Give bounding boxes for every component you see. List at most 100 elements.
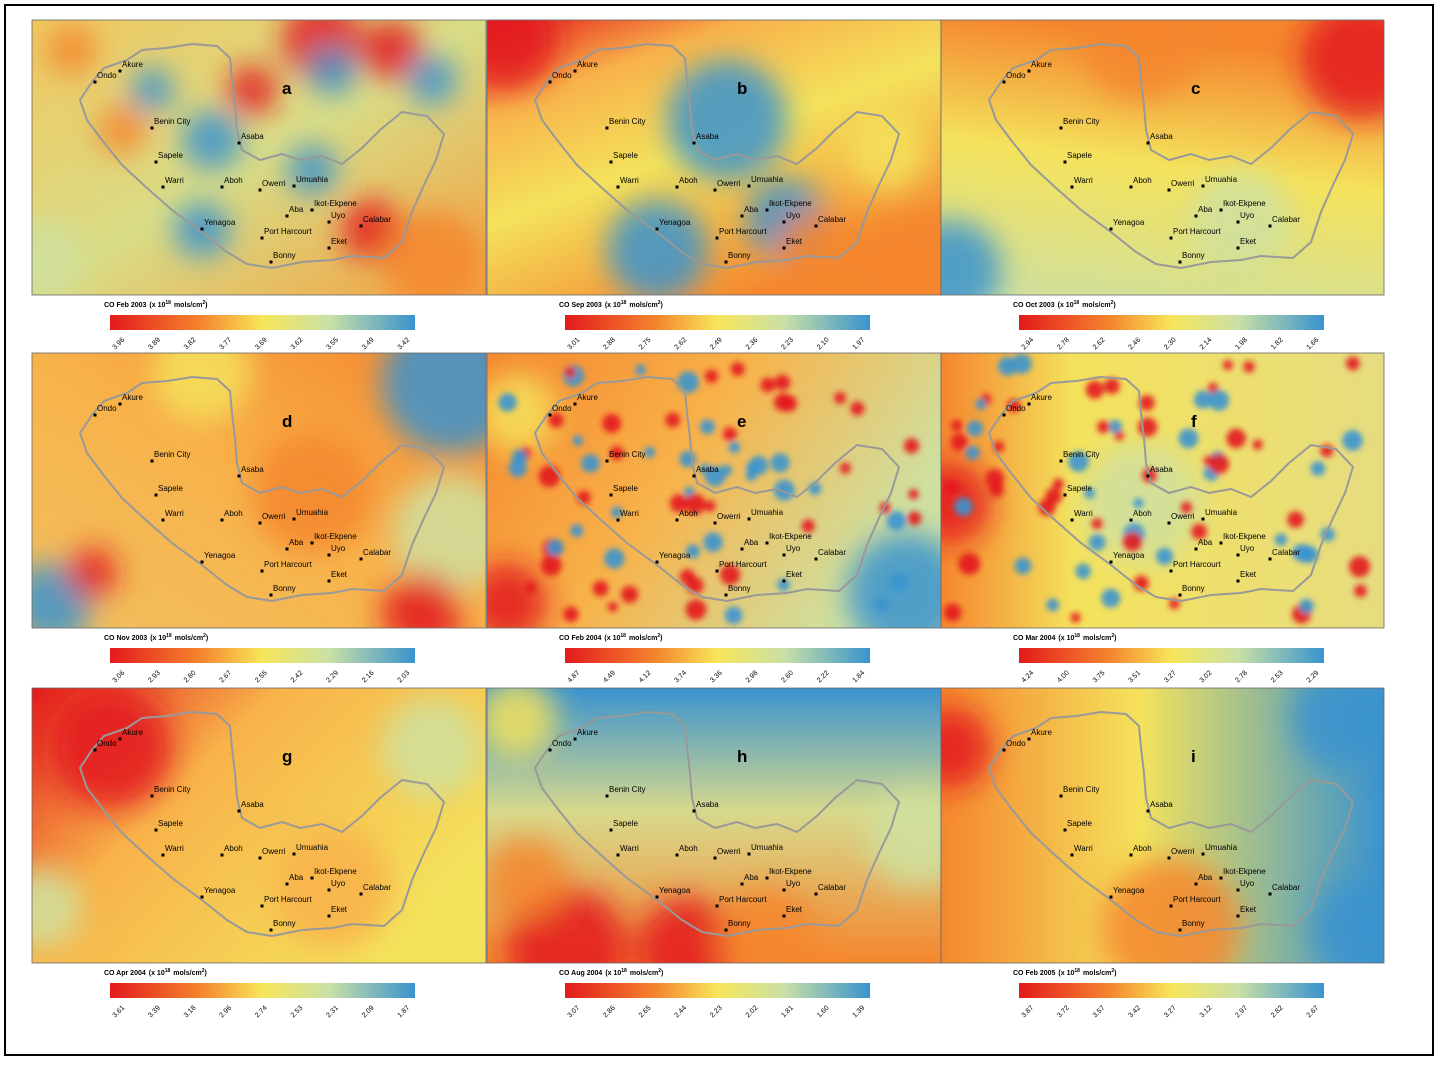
spot: [1046, 598, 1060, 612]
colorbar-tick-label: 3.87: [1021, 1005, 1036, 1020]
legend-title-part: mols/cm: [1082, 302, 1110, 309]
city-marker: [1169, 236, 1173, 240]
city-label: Yenagoa: [204, 551, 236, 560]
city-label: Eket: [331, 570, 348, 579]
shade: [32, 868, 82, 948]
city-label: Sapele: [1067, 484, 1092, 493]
spot: [907, 511, 922, 526]
city-label: Aboh: [679, 176, 698, 185]
colorbar-tick-label: 2.53: [290, 1005, 305, 1020]
spot: [1091, 518, 1103, 530]
map-spots: [943, 353, 1371, 624]
legend-title-part: (x 10: [1058, 302, 1074, 309]
city-label: Aba: [744, 873, 759, 882]
colorbar-tick-label: 3.74: [674, 670, 689, 685]
colorbar-tick-label: 1.60: [816, 1005, 831, 1020]
spot: [808, 482, 822, 495]
colorbar-tick-label: 2.02: [745, 1005, 760, 1020]
legend-title-part: 2: [658, 300, 661, 306]
city-marker: [150, 794, 154, 798]
spot: [1038, 498, 1056, 516]
city-label: Sapele: [158, 819, 183, 828]
spot: [538, 465, 561, 488]
colorbar-tick-label: 3.49: [361, 337, 376, 352]
city-marker: [740, 214, 744, 218]
spot: [730, 362, 745, 377]
colorbar-tick-label: 2.78: [1056, 337, 1071, 352]
spot: [564, 367, 576, 379]
spot: [665, 412, 681, 428]
spot: [704, 369, 719, 383]
city-marker: [1002, 748, 1006, 752]
city-label: Owerri: [717, 847, 741, 856]
map-border: [940, 687, 1385, 964]
legend-title-part: 18: [165, 968, 171, 974]
legend-title-part: 2: [1111, 633, 1114, 639]
spot: [511, 449, 528, 465]
city-marker: [292, 852, 296, 856]
map-surface: [941, 688, 1384, 963]
city-label: Eket: [1240, 570, 1257, 579]
city-label: Bonny: [273, 251, 296, 260]
city-marker: [118, 69, 122, 73]
city-label: Bonny: [273, 919, 296, 928]
city-label: Aboh: [1133, 509, 1152, 518]
city-label: Aba: [1198, 538, 1213, 547]
shade: [97, 105, 147, 155]
city-marker: [327, 220, 331, 224]
shade: [152, 353, 252, 423]
city-label: Aba: [289, 538, 304, 547]
city-marker: [1002, 413, 1006, 417]
city-label: Ondo: [552, 404, 572, 413]
map-border: [31, 19, 487, 296]
legend-title-part: (x 10: [605, 970, 621, 977]
city-label: Port Harcourt: [1173, 560, 1221, 569]
city-marker: [747, 852, 751, 856]
legend-title-part: 2: [1111, 968, 1114, 974]
city-marker: [605, 794, 609, 798]
city-marker: [258, 188, 262, 192]
spot: [773, 479, 795, 501]
spot: [1342, 430, 1363, 451]
legend-title-part: (x 10: [1058, 635, 1074, 642]
spot: [1122, 532, 1142, 552]
city-label: Akure: [122, 728, 143, 737]
city-label: Eket: [786, 237, 803, 246]
spot: [704, 465, 726, 487]
colorbar-tick-label: 2.16: [361, 670, 376, 685]
city-marker: [1194, 547, 1198, 551]
legend-title-part: 18: [166, 633, 172, 639]
city-label: Benin City: [154, 450, 190, 459]
spot: [967, 420, 983, 437]
city-marker: [616, 518, 620, 522]
city-label: Uyo: [786, 544, 801, 553]
city-label: Aba: [744, 205, 759, 214]
city-label: Asaba: [241, 132, 264, 141]
city-marker: [1146, 141, 1150, 145]
spot: [703, 532, 723, 552]
panel-letter: e: [737, 412, 746, 431]
spot: [965, 445, 980, 460]
city-marker: [782, 579, 786, 583]
city-marker: [237, 141, 241, 145]
shade: [392, 473, 486, 593]
city-marker: [1236, 553, 1240, 557]
city-label: Asaba: [1150, 800, 1173, 809]
city-marker: [93, 748, 97, 752]
spot: [998, 356, 1018, 376]
spot: [685, 599, 707, 620]
city-marker: [740, 882, 744, 886]
spot: [607, 601, 618, 612]
colorbar-tick-label: 2.60: [780, 670, 795, 685]
legend-title: CO Oct 2003 (x 1018 mols/cm2): [1013, 300, 1116, 309]
colorbar: [1019, 983, 1324, 998]
map-border: [31, 352, 487, 629]
colorbar-tick-label: 3.27: [1163, 670, 1178, 685]
colorbar-tick-label: 3.36: [709, 670, 724, 685]
spot: [950, 419, 963, 432]
spot: [850, 401, 865, 416]
city-marker: [220, 185, 224, 189]
legend-title-part: 18: [621, 300, 627, 306]
city-marker: [237, 809, 241, 813]
shade: [717, 888, 817, 963]
